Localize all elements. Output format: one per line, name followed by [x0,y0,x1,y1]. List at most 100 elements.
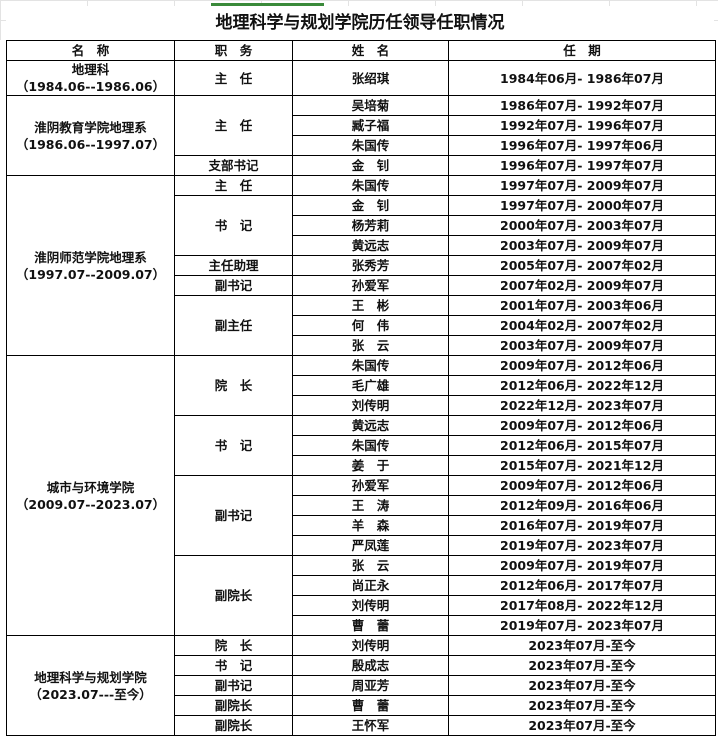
position-cell: 院 长 [174,355,293,416]
unit-name-cell: 地理科学与规划学院 （2023.07---至今） [6,635,175,736]
term-cell: 2022年12月- 2023年07月 [448,395,716,416]
table-row: 城市与环境学院 （2009.07--2023.07）院 长朱国传 2009年07月-… [6,355,716,636]
table-row: 地理科 （1984.06--1986.06） 主 任张绍琪 1984年06月- 198… [6,60,716,96]
position-cell: 主 任 [174,95,293,156]
term-cell: 2012年09月- 2016年06月 [448,495,716,516]
unit-period: （2009.07--2023.07） [15,496,166,512]
person-name-cell: 王 彬 [292,295,449,316]
position-cell: 副书记 [174,275,293,296]
table-row: 副书记 孙爱军 2009年07月- 2012年06月 [7,475,716,556]
term-cell: 2016年07月- 2019年07月 [448,515,716,536]
table-row: 姜 于 2015年07月- 2021年12月 [7,455,716,476]
person-name-cell: 殷成志 [292,655,449,676]
table-row: 曹 蕾 2019年07月- 2023年07月 [7,615,716,636]
term-cell: 1997年07月- 2009年07月 [448,175,716,196]
table-row: 副院长张 云 2009年07月- 2019年07月 [7,555,716,636]
term-cell: 2009年07月- 2012年06月 [448,475,716,496]
table-row: 主任助理 张秀芳 2005年07月- 2007年02月 [7,255,716,276]
term-cell: 2023年07月-至今 [448,655,716,676]
term-cell: 1992年07月- 1996年07月 [448,115,716,136]
person-name-cell: 曹 蕾 [292,615,449,636]
header-position: 职 务 [174,40,293,61]
term-cell: 2015年07月- 2021年12月 [448,455,716,476]
header-name: 名 称 [6,40,175,61]
table-row: 黄远志 2003年07月- 2009年07月 [7,235,716,256]
term-cell: 2001年07月- 2003年06月 [448,295,716,316]
position-cell: 副书记 [174,675,293,696]
unit-period: （1986.06--1997.07） [15,136,166,152]
table-row: 何 伟 2004年02月- 2007年02月 [7,315,716,336]
term-cell: 2023年07月-至今 [448,715,716,736]
position-cell: 副书记 [174,475,293,556]
table-row: 朱国传 2012年06月- 2015年07月 [7,435,716,456]
table-row: 毛广雄 2012年06月- 2022年12月 [7,375,716,396]
header-person: 姓 名 [292,40,449,61]
person-name-cell: 朱国传 [292,175,449,196]
person-name-cell: 刘传明 [292,635,449,656]
term-cell: 1996年07月- 1997年06月 [448,135,716,156]
table-row: 淮阴教育学院地理系 （1986.06--1997.07）主 任吴培菊 1986年07… [6,95,716,176]
term-cell: 2009年07月- 2019年07月 [448,555,716,576]
table-row: 书 记黄远志 2009年07月- 2012年06月 [7,415,716,476]
person-name-cell: 姜 于 [292,455,449,476]
person-name-cell: 尚正永 [292,575,449,596]
term-cell: 2019年07月- 2023年07月 [448,535,716,556]
table-row: 杨芳莉 2000年07月- 2003年07月 [7,215,716,236]
table-row: 地理科学与规划学院 （2023.07---至今）院 长刘传明 2023年07月-至今 [6,635,716,736]
term-cell: 2012年06月- 2022年12月 [448,375,716,396]
person-name-cell: 刘传明 [292,595,449,616]
person-name-cell: 刘传明 [292,395,449,416]
person-name-cell: 黄远志 [292,235,449,256]
unit-period: （1984.06--1986.06） [15,79,166,94]
table-row: 尚正永 2012年06月- 2017年07月 [7,575,716,596]
person-name-cell: 黄远志 [292,415,449,436]
header-row: 名 称 职 务 姓 名 任 期 [6,40,716,61]
unit-name-cell: 淮阴师范学院地理系 （1997.07--2009.07） [6,175,175,356]
unit-name-cell: 城市与环境学院 （2009.07--2023.07） [6,355,175,636]
position-cell: 副院长 [174,715,293,736]
person-name-cell: 曹 蕾 [292,695,449,716]
term-cell: 2009年07月- 2012年06月 [448,355,716,376]
term-cell: 1997年07月- 2000年07月 [448,195,716,216]
table-row: 书 记金 钊 1997年07月- 2000年07月 [7,195,716,256]
person-name-cell: 毛广雄 [292,375,449,396]
term-cell: 2019年07月- 2023年07月 [448,615,716,636]
unit-name: 地理科 [71,62,110,77]
person-name-cell: 王 涛 [292,495,449,516]
person-name-cell: 王怀军 [292,715,449,736]
term-cell: 2023年07月-至今 [448,675,716,696]
header-term: 任 期 [448,40,716,61]
person-name-cell: 杨芳莉 [292,215,449,236]
term-cell: 2003年07月- 2009年07月 [448,335,716,356]
table-row: 副书记 孙爱军 2007年02月- 2009年07月 [7,275,716,296]
term-cell: 1986年07月- 1992年07月 [448,95,716,116]
selected-column-indicator [211,3,324,6]
position-cell: 支部书记 [174,155,293,176]
table-row: 副书记 周亚芳 2023年07月-至今 [7,675,716,696]
table-row: 臧子福 1992年07月- 1996年07月 [7,115,716,136]
person-name-cell: 朱国传 [292,435,449,456]
unit-name-cell: 地理科 （1984.06--1986.06） [6,60,175,96]
person-name-cell: 羊 森 [292,515,449,536]
term-cell: 2005年07月- 2007年02月 [448,255,716,276]
leadership-table: 名 称 职 务 姓 名 任 期 地理科 （1984.06--1986.06） 主 任… [6,40,716,736]
position-cell: 副院长 [174,555,293,636]
person-name-cell: 严凤莲 [292,535,449,556]
person-name-cell: 张绍琪 [292,60,449,96]
position-cell: 院 长 [174,635,293,656]
person-name-cell: 朱国传 [292,355,449,376]
unit-name: 地理科学与规划学院 [34,669,147,685]
term-cell: 2003年07月- 2009年07月 [448,235,716,256]
term-cell: 2017年08月- 2022年12月 [448,595,716,616]
person-name-cell: 周亚芳 [292,675,449,696]
term-cell: 2007年02月- 2009年07月 [448,275,716,296]
person-name-cell: 何 伟 [292,315,449,336]
person-name-cell: 张 云 [292,555,449,576]
position-cell: 书 记 [174,655,293,676]
term-cell: 2012年06月- 2017年07月 [448,575,716,596]
unit-name: 城市与环境学院 [46,479,135,495]
term-cell: 2023年07月-至今 [448,635,716,656]
person-name-cell: 金 钊 [292,195,449,216]
term-cell: 2023年07月-至今 [448,695,716,716]
term-cell: 2000年07月- 2003年07月 [448,215,716,236]
